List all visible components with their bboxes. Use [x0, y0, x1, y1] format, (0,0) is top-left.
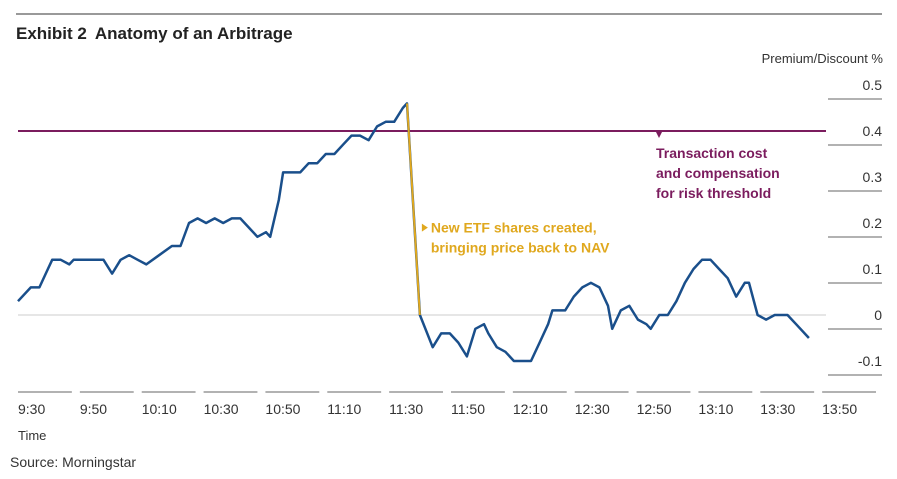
x-tick-label: 11:50 [451, 401, 485, 417]
x-tick-label: 13:10 [698, 401, 733, 417]
arbitrage-arrow [406, 103, 421, 316]
y-tick-label: 0.1 [863, 261, 883, 277]
top-rule [16, 13, 882, 15]
y-tick-label: 0.2 [863, 215, 883, 231]
x-tick-label: 10:50 [265, 401, 300, 417]
x-tick-label: 11:10 [327, 401, 361, 417]
y-tick-label: 0 [874, 307, 882, 323]
source-note: Source: Morningstar [10, 454, 137, 470]
x-tick-label: 9:50 [80, 401, 107, 417]
x-tick-label: 12:50 [637, 401, 672, 417]
y-tick-label: 0.3 [863, 169, 883, 185]
chart-title: Exhibit 2 Anatomy of an Arbitrage [16, 24, 293, 44]
threshold-annotation-line: for risk threshold [656, 185, 771, 201]
exhibit-label: Exhibit 2 [16, 24, 87, 43]
y-tick-label: 0.4 [863, 123, 883, 139]
x-tick-label: 12:30 [575, 401, 610, 417]
arbitrage-annotation-line: bringing price back to NAV [431, 240, 610, 256]
x-tick-label: 9:30 [18, 401, 45, 417]
y-tick-label: 0.5 [863, 77, 883, 93]
x-axis-label: Time [18, 428, 47, 443]
x-tick-label: 12:10 [513, 401, 548, 417]
title-text: Anatomy of an Arbitrage [94, 24, 293, 43]
threshold-annotation-line: Transaction cost [656, 145, 768, 161]
x-tick-label: 13:50 [822, 401, 857, 417]
threshold-annotation-line: and compensation [656, 165, 780, 181]
x-tick-label: 13:30 [760, 401, 795, 417]
y-tick-label: -0.1 [858, 353, 882, 369]
threshold-marker [656, 132, 662, 138]
x-tick-label: 10:30 [204, 401, 239, 417]
arbitrage-arrow-head [421, 223, 428, 232]
series-line [17, 102, 810, 363]
x-tick-label: 11:30 [389, 401, 423, 417]
y-axis-label: Premium/Discount % [761, 51, 883, 66]
arbitrage-annotation-line: New ETF shares created, [431, 220, 597, 236]
x-tick-label: 10:10 [142, 401, 177, 417]
